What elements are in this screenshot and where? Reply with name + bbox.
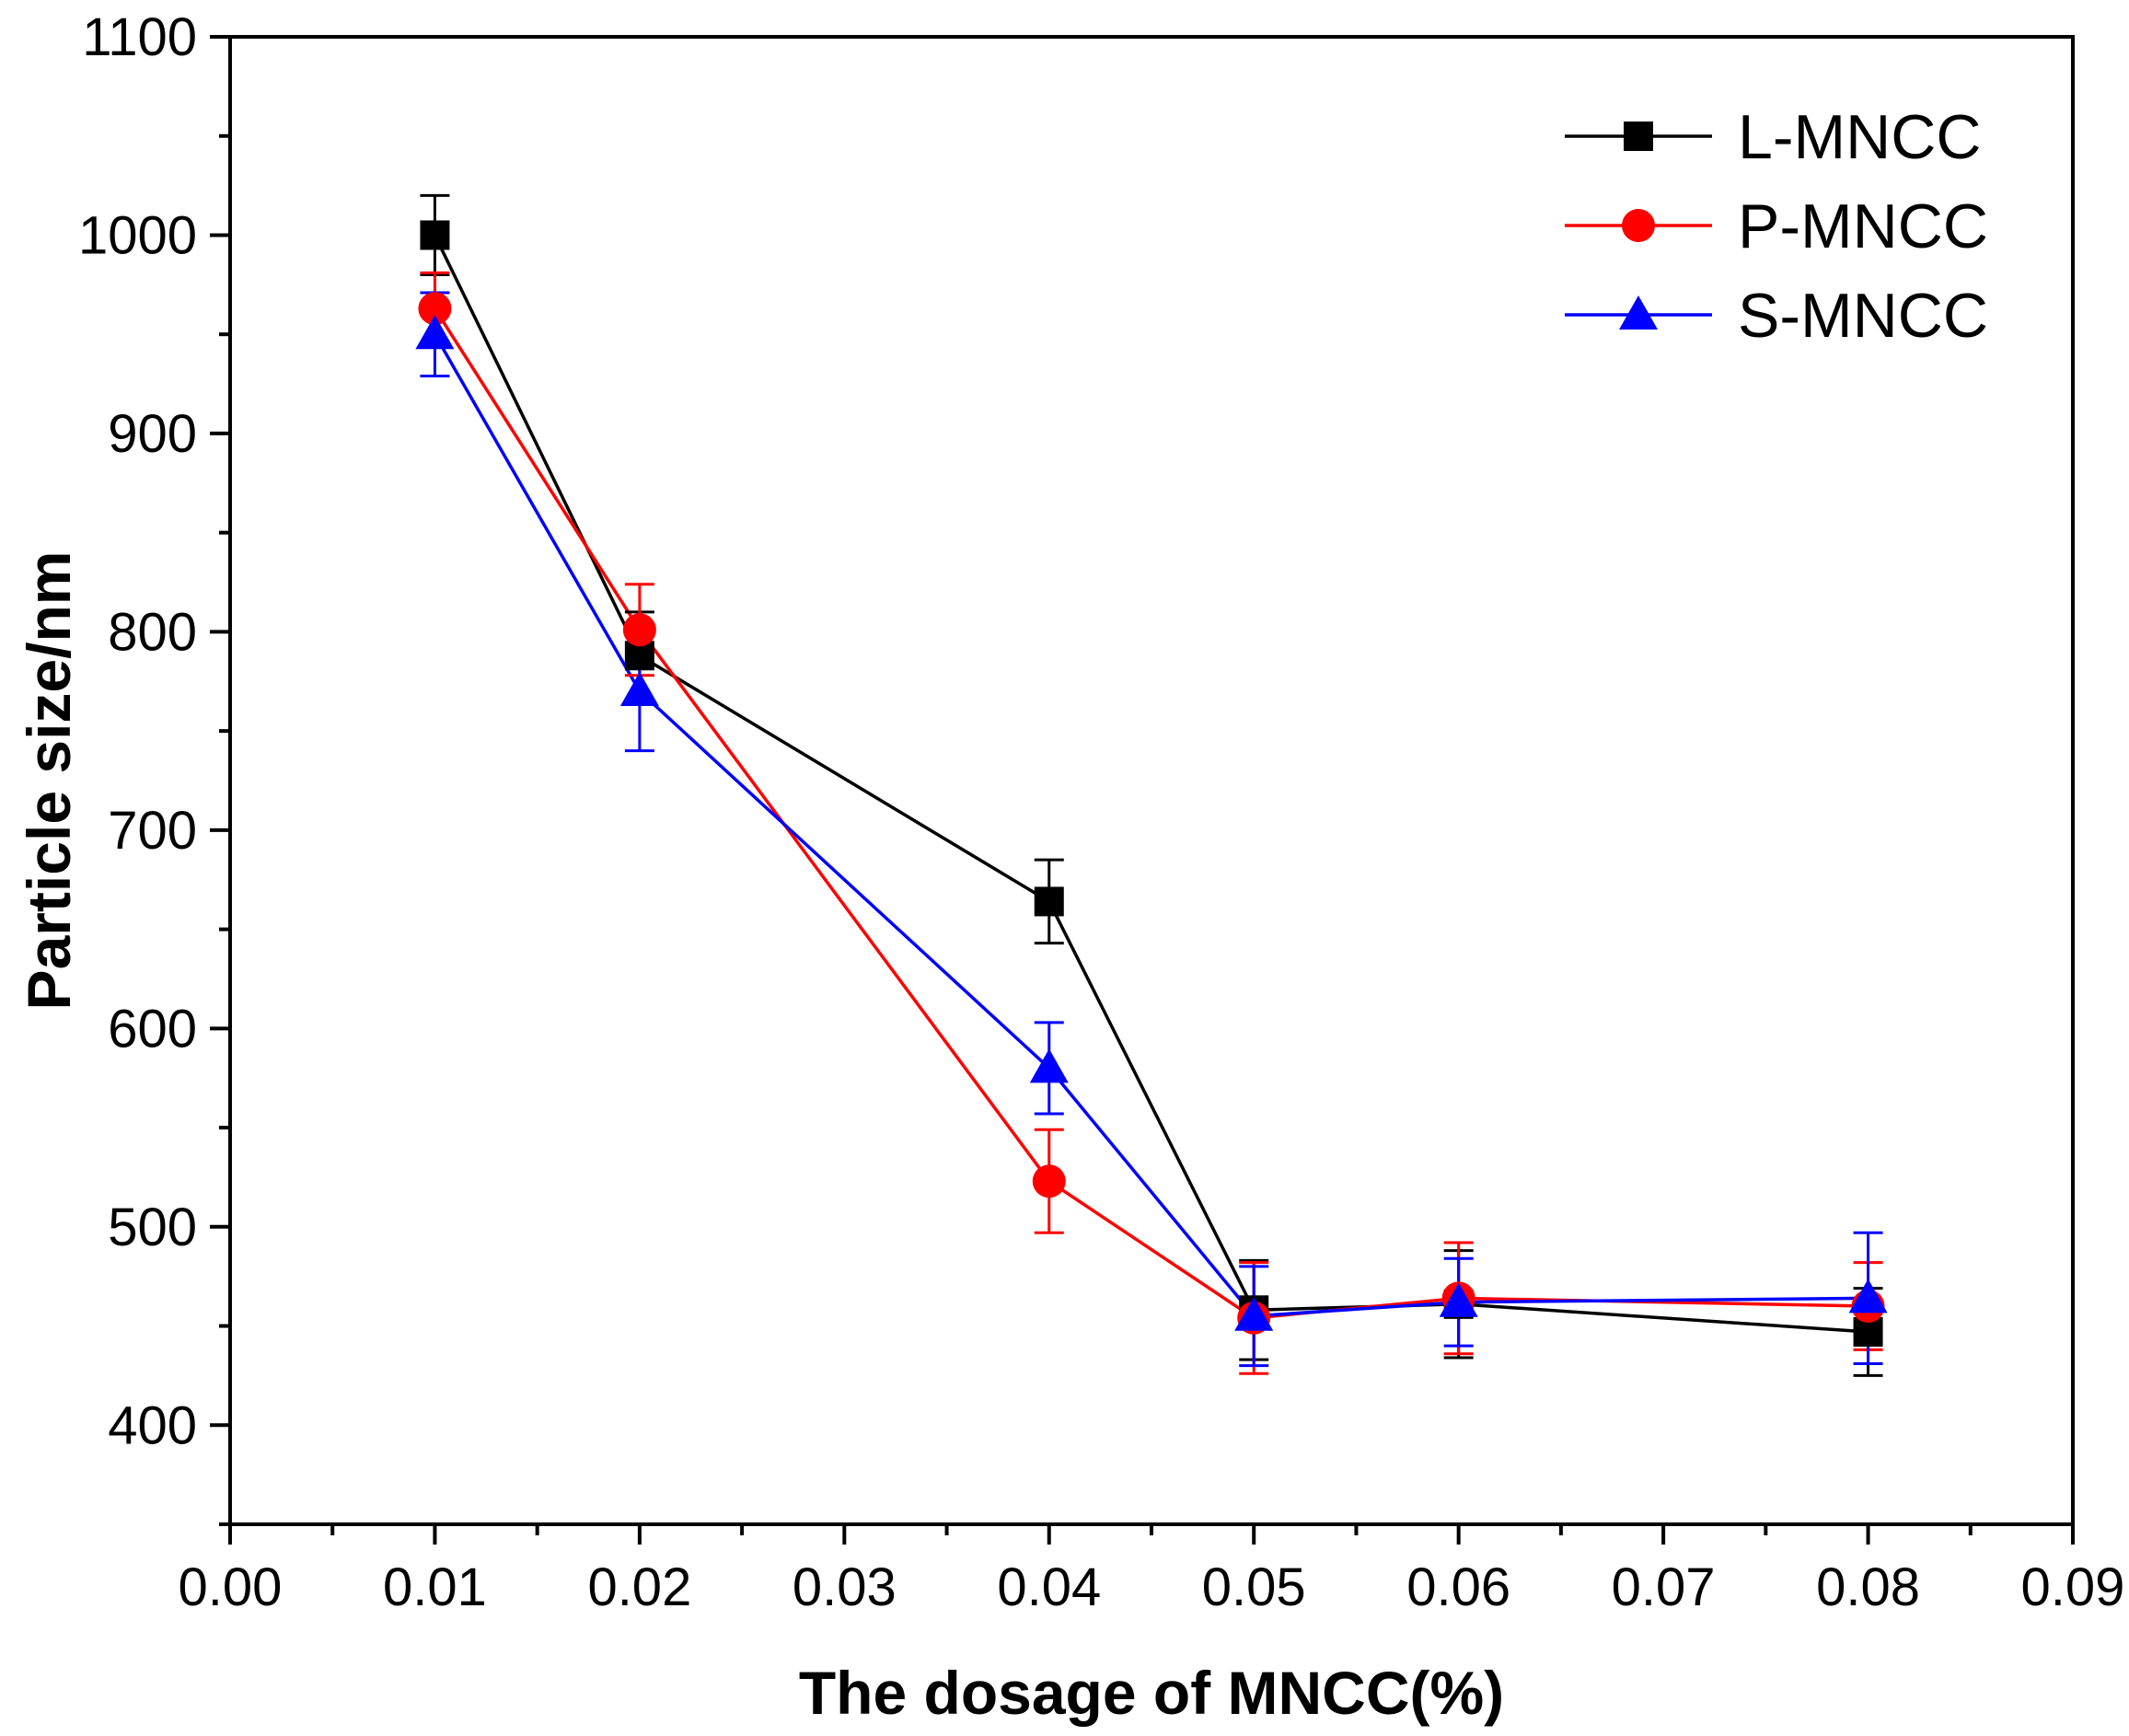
- x-tick-label: 0.09: [2021, 1557, 2125, 1617]
- legend: L-MNCC P-MNCC S-MNCC: [1565, 102, 1988, 351]
- legend-marker: [1622, 209, 1655, 242]
- x-tick-label: 0.03: [793, 1557, 897, 1617]
- series-line-s-mncc: [433, 333, 1869, 1318]
- data-point-l-mncc: [420, 220, 450, 250]
- x-tick-label: 0.04: [997, 1557, 1101, 1617]
- legend-entry-l-mncc: L-MNCC: [1565, 102, 1981, 172]
- y-tick-label: 900: [108, 404, 197, 464]
- x-tick-label: 0.02: [587, 1557, 691, 1617]
- x-tick-label: 0.08: [1816, 1557, 1920, 1617]
- x-tick-label: 0.07: [1612, 1557, 1716, 1617]
- y-axis-title: Particle size/nm: [15, 551, 83, 1011]
- data-point-s-mncc: [1439, 1282, 1478, 1317]
- y-tick-label: 700: [108, 801, 197, 861]
- y-tick-label: 1100: [82, 7, 197, 67]
- y-tick-label: 1000: [78, 205, 197, 265]
- data-layer: [415, 193, 1888, 1377]
- x-axis: 0.00 0.01 0.02 0.03 0.04 0.05 0.06 0.07 0.08 0.09: [179, 1524, 2125, 1617]
- y-tick-label: 800: [108, 602, 197, 662]
- data-point-l-mncc: [1034, 886, 1064, 917]
- data-point-p-mncc: [418, 292, 452, 326]
- legend-marker: [1624, 122, 1653, 151]
- data-point-s-mncc: [619, 672, 659, 706]
- data-point-p-mncc: [1032, 1164, 1066, 1198]
- data-point-s-mncc: [1848, 1279, 1888, 1314]
- y-tick-label: 600: [108, 999, 197, 1059]
- markers-s-mncc: [415, 315, 1888, 1331]
- data-point-s-mncc: [1234, 1296, 1274, 1331]
- legend-entry-s-mncc: S-MNCC: [1565, 281, 1988, 351]
- data-point-p-mncc: [622, 613, 656, 647]
- legend-marker: [1619, 295, 1658, 330]
- x-tick-label: 0.00: [179, 1557, 283, 1617]
- data-point-s-mncc: [1029, 1048, 1069, 1083]
- axes-layer: 0.00 0.01 0.02 0.03 0.04 0.05 0.06 0.07 0.08 0.09…: [15, 7, 2124, 1727]
- x-tick-label: 0.01: [383, 1557, 487, 1617]
- data-point-s-mncc: [415, 315, 455, 350]
- y-tick-label: 400: [108, 1395, 197, 1455]
- legend-label: S-MNCC: [1738, 281, 1988, 351]
- series-line-l-mncc: [433, 234, 1869, 1334]
- legend-entry-p-mncc: P-MNCC: [1565, 191, 1988, 261]
- x-tick-label: 0.05: [1202, 1557, 1306, 1617]
- y-axis: 400 500 600 700 800 900 1000 1100: [78, 7, 230, 1526]
- legend-label: L-MNCC: [1738, 102, 1981, 172]
- legend-label: P-MNCC: [1738, 191, 1988, 261]
- y-tick-label: 500: [108, 1198, 197, 1257]
- x-tick-label: 0.06: [1406, 1557, 1510, 1617]
- x-axis-title: The dosage of MNCC(%): [799, 1659, 1504, 1727]
- series-line-p-mncc: [433, 307, 1869, 1320]
